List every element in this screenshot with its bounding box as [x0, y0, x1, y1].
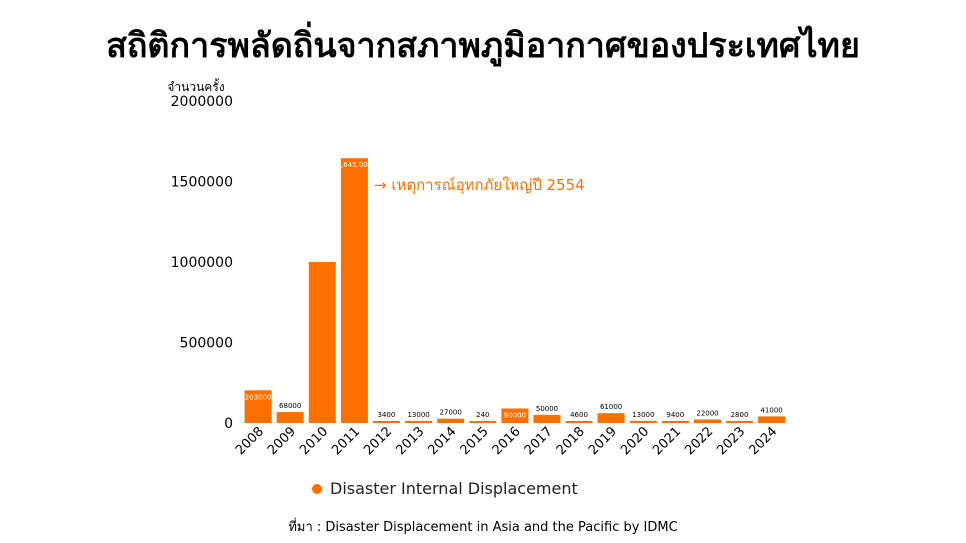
y-tick-label: 0 [224, 416, 233, 432]
bar-2023 [726, 421, 753, 423]
data-label-2009: 68000 [279, 402, 301, 410]
bar-2024 [758, 416, 786, 423]
bar-2008 [244, 390, 272, 423]
source-note: ที่มา : Disaster Displacement in Asia an… [288, 520, 678, 535]
x-tick-label-2008: 2008 [233, 424, 267, 458]
x-tick-label-2014: 2014 [426, 424, 460, 458]
x-tick-label-2024: 2024 [746, 424, 780, 458]
x-tick-label-2019: 2019 [586, 424, 620, 458]
bar-chart: จำนวนครั้ง 0 500000 1000000 1500000 2000000 20… [167, 78, 786, 458]
x-tick-label-2009: 2009 [265, 424, 299, 458]
x-tick-label-2018: 2018 [554, 424, 588, 458]
legend-label: Disaster Internal Displacement [330, 479, 578, 498]
bar-2013 [405, 420, 433, 423]
data-label-2020: 13000 [632, 411, 654, 419]
bar-2011 [340, 158, 368, 423]
x-tick-label-2017: 2017 [522, 424, 556, 458]
bar-2021 [661, 421, 689, 423]
legend: Disaster Internal Displacement [312, 479, 578, 498]
x-tick-label-2012: 2012 [361, 424, 395, 458]
x-tick-label-2021: 2021 [650, 424, 684, 458]
bar-2009 [276, 412, 304, 423]
x-tick-label-2013: 2013 [393, 424, 427, 458]
data-label-2016: 90000 [504, 412, 526, 420]
data-label-2018: 4600 [570, 411, 588, 419]
x-tick-label-2011: 2011 [329, 424, 363, 458]
data-label-2008: 203000 [245, 393, 272, 401]
data-label-2023: 2800 [731, 411, 749, 419]
bar-2010 [308, 262, 336, 423]
slide-title: สถิติการพลัดถิ่นจากสภาพภูมิอากาศของประเท… [106, 26, 860, 66]
data-label-2015: 240 [476, 411, 489, 419]
x-tick-label-2022: 2022 [682, 424, 716, 458]
bar-2012 [372, 421, 400, 423]
data-label-2014: 27000 [440, 409, 462, 417]
bar-2019 [597, 413, 625, 423]
legend-marker [312, 483, 322, 494]
bar-2016 [501, 408, 529, 423]
y-tick-label: 1500000 [171, 175, 233, 191]
x-tick-label-2015: 2015 [458, 424, 492, 458]
data-label-2011: 1,645,000 [337, 161, 373, 169]
y-axis-label: จำนวนครั้ง [167, 78, 224, 94]
bar-2020 [629, 420, 657, 423]
bar-2017 [533, 414, 561, 423]
y-tick-label: 1000000 [171, 255, 233, 271]
y-tick-label: 2000000 [171, 94, 233, 110]
data-label-2021: 9400 [666, 411, 684, 419]
data-label-2024: 41000 [760, 406, 782, 414]
bar-2015 [469, 421, 497, 423]
data-label-2022: 22000 [696, 410, 718, 418]
data-label-2019: 61000 [600, 403, 622, 411]
bar-2022 [694, 419, 721, 423]
data-label-2012: 3400 [377, 411, 395, 419]
bar-2014 [437, 418, 465, 423]
x-tick-label-2023: 2023 [714, 424, 748, 458]
annotation-flood-2011: → เหตุการณ์อุทกภัยใหญ่ปี 2554 [374, 176, 585, 195]
data-label-2017: 50000 [536, 405, 558, 413]
x-tick-label-2020: 2020 [618, 424, 652, 458]
data-label-2013: 13000 [407, 411, 429, 419]
x-tick-label-2016: 2016 [490, 424, 524, 458]
bar-2018 [565, 421, 593, 423]
y-tick-label: 500000 [180, 336, 233, 352]
x-tick-label-2010: 2010 [297, 424, 331, 458]
